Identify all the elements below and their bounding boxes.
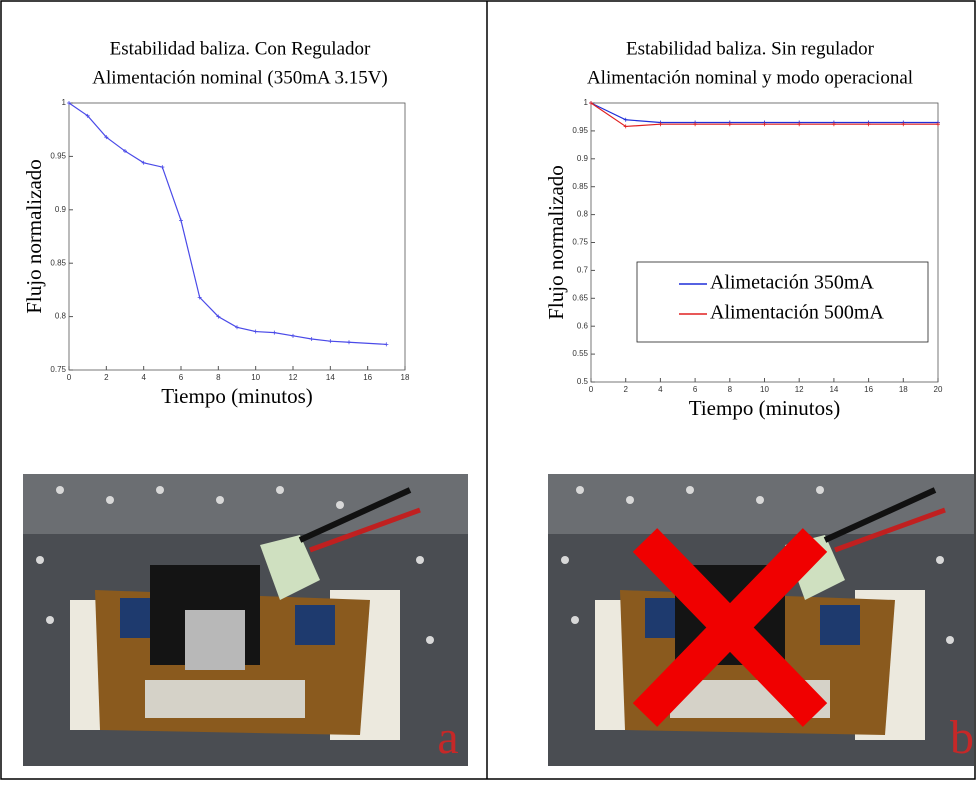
point (762, 122, 767, 127)
point (623, 117, 628, 122)
chart-title: Estabilidad baliza. Sin regulador (626, 38, 875, 59)
x-tick-label tick: 0 (67, 373, 72, 382)
y-tick-label: 0.7 (577, 266, 589, 275)
x-tick-label tick: 16 (864, 385, 873, 394)
point (589, 101, 593, 105)
y-tick-label: 0.8 (55, 312, 67, 321)
legend (636, 261, 929, 343)
x-tick-label tick: 6 (693, 385, 698, 394)
x-tick-label tick: 18 (401, 373, 410, 382)
chart-title: Estabilidad baliza. Con Regulador (110, 38, 371, 59)
point (141, 160, 146, 165)
x-tick-label tick: 8 (216, 373, 221, 382)
panel-label: a (437, 711, 458, 764)
point (179, 218, 183, 223)
point (235, 325, 239, 330)
point (384, 342, 389, 347)
x-tick-label tick: 12 (289, 373, 298, 382)
point (347, 340, 351, 345)
x-tick-label tick: 18 (899, 385, 908, 394)
y-tick-label: 0.6 (577, 321, 589, 330)
y-tick-label: 1 (584, 98, 589, 107)
plot-area (68, 102, 406, 371)
y-tick-label: 0.8 (577, 210, 589, 219)
point (866, 122, 871, 127)
y-tick-label: 0.9 (55, 205, 67, 214)
x-tick-label tick: 14 (829, 385, 838, 394)
point (85, 113, 90, 118)
panel-label: b (950, 711, 974, 764)
legend-label: Alimetación 350mA (710, 272, 874, 294)
x-tick-label tick: 14 (326, 373, 335, 382)
y-axis-label: Flujo normalizado (22, 159, 46, 314)
point (272, 330, 277, 335)
point (727, 122, 732, 127)
legend-label: Alimentación 500mA (710, 302, 884, 324)
y-axis-label: Flujo normalizado (544, 165, 568, 320)
x-tick-label tick: 10 (760, 385, 769, 394)
x-tick-label tick: 12 (795, 385, 804, 394)
chart-subtitle: Alimentación nominal y modo operacional (587, 67, 913, 88)
x-tick-label tick: 6 (179, 373, 184, 382)
point (197, 295, 202, 300)
x-tick-label tick: 10 (251, 373, 260, 382)
cross (632, 528, 828, 727)
y-tick-label: 0.75 (572, 238, 588, 247)
y-tick-label: 0.75 (50, 365, 66, 374)
point (693, 122, 698, 127)
y-tick-label: 0.55 (572, 349, 588, 358)
x-tick-label tick: 4 (658, 385, 663, 394)
point (797, 122, 802, 127)
y-tick-label: 0.65 (572, 293, 588, 302)
point (901, 122, 906, 127)
y-tick-label: 1 (62, 98, 67, 107)
x-tick-label tick: 2 (623, 385, 628, 394)
x-tick-label tick: 8 (728, 385, 733, 394)
x-tick-label tick: 2 (104, 373, 109, 382)
point (936, 122, 940, 127)
point (623, 124, 628, 129)
point (291, 333, 295, 338)
point (160, 165, 165, 170)
point (123, 149, 127, 154)
y-tick-label: 0.85 (572, 182, 588, 191)
x-axis-label: Tiempo (minutos) (161, 384, 313, 408)
point (831, 122, 836, 127)
point (67, 101, 71, 105)
point (104, 135, 109, 140)
x-tick-label tick: 16 (363, 373, 372, 382)
point (328, 339, 333, 344)
point (658, 122, 663, 127)
x-tick-label tick: 0 (589, 385, 594, 394)
y-tick-label: 0.85 (50, 258, 66, 267)
x-axis-label: Tiempo (minutos) (689, 396, 841, 420)
photo (23, 474, 468, 766)
point (253, 329, 258, 334)
photo (548, 474, 974, 766)
y-tick-label: 0.9 (577, 154, 589, 163)
x-tick-label tick: 20 (934, 385, 943, 394)
point (309, 337, 314, 342)
x-tick-label tick: 4 (141, 373, 146, 382)
chart-subtitle: Alimentación nominal (350mA 3.15V) (92, 67, 388, 88)
y-tick-label: 0.5 (577, 377, 589, 386)
point (216, 314, 221, 319)
y-tick-label: 0.95 (50, 152, 66, 161)
y-tick-label: 0.95 (572, 126, 588, 135)
